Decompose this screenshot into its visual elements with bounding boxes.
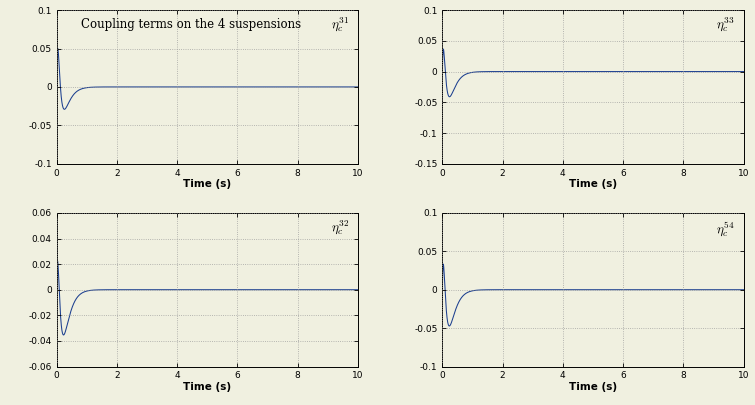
X-axis label: Time (s): Time (s) [183,382,231,392]
Text: $\eta_c^{54}$: $\eta_c^{54}$ [716,219,735,238]
X-axis label: Time (s): Time (s) [183,179,231,189]
X-axis label: Time (s): Time (s) [569,179,617,189]
Text: Coupling terms on the 4 suspensions: Coupling terms on the 4 suspensions [81,18,300,31]
Text: $\eta_c^{31}$: $\eta_c^{31}$ [331,16,349,34]
Text: $\eta_c^{32}$: $\eta_c^{32}$ [331,219,349,237]
Text: $\eta_c^{33}$: $\eta_c^{33}$ [716,16,735,34]
X-axis label: Time (s): Time (s) [569,382,617,392]
